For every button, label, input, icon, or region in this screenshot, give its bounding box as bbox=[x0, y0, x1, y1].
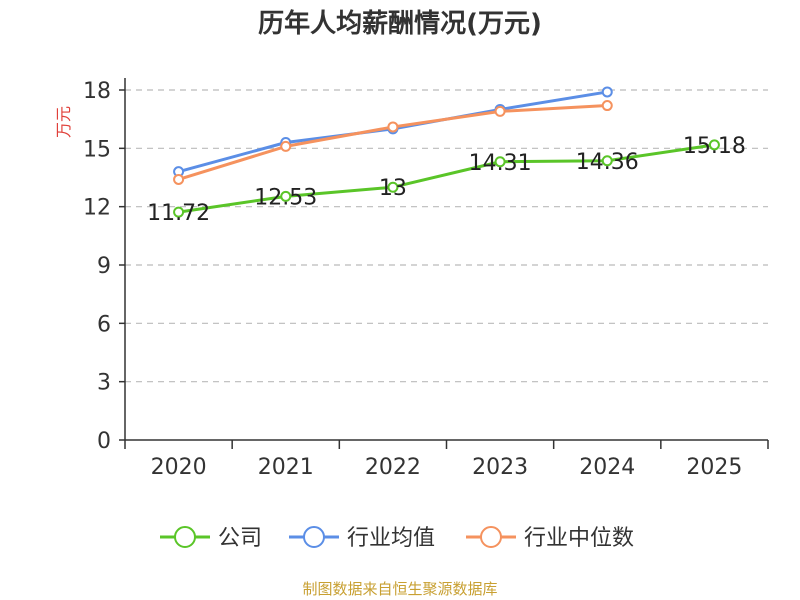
x-tick-label: 2021 bbox=[258, 455, 314, 480]
data-point bbox=[601, 155, 613, 167]
y-tick-label: 9 bbox=[97, 254, 111, 279]
data-point bbox=[173, 206, 185, 218]
data-point bbox=[173, 173, 185, 185]
legend-label: 行业中位数 bbox=[524, 526, 634, 551]
y-axis-label: 万元 bbox=[54, 106, 73, 138]
data-label: 11.72 bbox=[147, 201, 210, 226]
data-label: 14.36 bbox=[576, 150, 639, 175]
legend-item[interactable]: 行业均值 bbox=[289, 526, 435, 551]
series-group bbox=[173, 86, 720, 218]
x-tick-label: 2024 bbox=[579, 455, 635, 480]
y-tick-label: 12 bbox=[83, 196, 111, 221]
data-label: 12.53 bbox=[254, 185, 317, 210]
data-point bbox=[601, 86, 613, 98]
legend-item[interactable]: 行业中位数 bbox=[466, 526, 634, 551]
data-label: 14.31 bbox=[469, 151, 532, 176]
legend-marker-icon bbox=[174, 526, 196, 548]
y-tick-label: 15 bbox=[83, 137, 111, 162]
x-tick-label: 2022 bbox=[365, 455, 421, 480]
y-tick-label: 0 bbox=[97, 429, 111, 454]
series-line bbox=[178, 143, 715, 214]
data-labels: 11.72 12.53 13 14.31 14.36 15.18 bbox=[147, 134, 746, 226]
series-line bbox=[178, 104, 608, 181]
data-point bbox=[280, 140, 292, 152]
legend-marker-icon bbox=[303, 526, 325, 548]
data-label: 15.18 bbox=[683, 134, 746, 159]
gridlines bbox=[125, 89, 768, 383]
legend-label: 公司 bbox=[218, 526, 262, 551]
x-tick-label: 2020 bbox=[151, 455, 207, 480]
y-tick-label: 3 bbox=[97, 371, 111, 396]
data-label: 13 bbox=[379, 176, 407, 201]
x-tick-label: 2023 bbox=[472, 455, 528, 480]
legend-item[interactable]: 公司 bbox=[160, 526, 262, 551]
legend-label: 行业均值 bbox=[347, 526, 435, 551]
data-point bbox=[280, 190, 292, 202]
data-point bbox=[494, 105, 506, 117]
data-point bbox=[387, 181, 399, 193]
axes: 0 3 6 9 12 15 18 2020 2021 2022 2023 2024 2025 bbox=[83, 78, 769, 480]
data-point bbox=[494, 156, 506, 168]
data-point bbox=[387, 121, 399, 133]
x-tick-label: 2025 bbox=[686, 455, 742, 480]
data-point bbox=[601, 100, 613, 112]
y-tick-label: 18 bbox=[83, 79, 111, 104]
legend-marker-icon bbox=[480, 526, 502, 548]
data-point bbox=[708, 139, 720, 151]
legend[interactable]: 公司 行业均值 行业中位数 bbox=[160, 526, 634, 551]
chart-title: 历年人均薪酬情况(万元) bbox=[258, 8, 542, 39]
y-tick-label: 6 bbox=[97, 312, 111, 337]
source-footer: 制图数据来自恒生聚源数据库 bbox=[302, 580, 497, 598]
